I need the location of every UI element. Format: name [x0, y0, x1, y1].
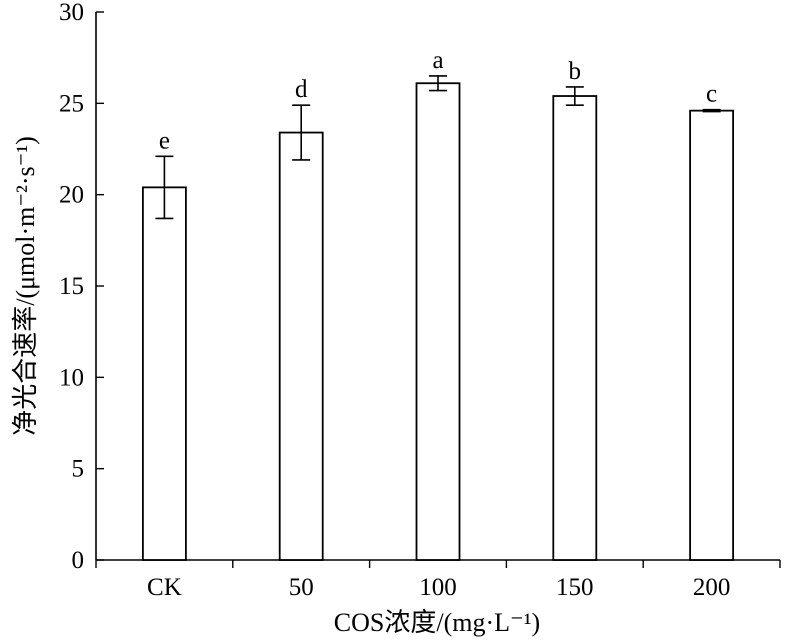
- x-axis-title: COS浓度/(mg·L⁻¹): [334, 608, 540, 637]
- y-tick-label: 25: [59, 90, 84, 117]
- significance-label: a: [432, 47, 443, 74]
- y-tick-label: 10: [59, 364, 84, 391]
- x-tick-label: 150: [556, 574, 594, 601]
- significance-label: c: [706, 81, 717, 108]
- significance-label: d: [295, 76, 308, 103]
- x-tick-label: 200: [693, 574, 731, 601]
- bar-50: [278, 131, 324, 561]
- y-tick-label: 0: [72, 547, 85, 574]
- y-tick-label: 5: [72, 456, 85, 483]
- y-axis: 0 5 10 15 20 25 30: [59, 0, 104, 574]
- x-tick-label: 50: [289, 574, 314, 601]
- significance-label: b: [569, 58, 582, 85]
- bars: e d a b c: [141, 47, 734, 561]
- y-axis-title: 净光合速率/(μmol·m⁻²·s⁻¹): [11, 136, 40, 436]
- significance-label: e: [159, 127, 170, 154]
- x-axis: CK 50 100 150 200: [95, 559, 781, 601]
- bar-CK: [141, 186, 187, 561]
- x-tick-label: 100: [419, 574, 457, 601]
- y-tick-label: 30: [59, 0, 84, 26]
- y-tick-label: 20: [59, 182, 84, 209]
- x-tick-label: CK: [147, 574, 182, 601]
- bar-100: [415, 82, 461, 561]
- bar-150: [552, 95, 598, 561]
- y-tick-label: 15: [59, 273, 84, 300]
- bar-200: [689, 109, 734, 561]
